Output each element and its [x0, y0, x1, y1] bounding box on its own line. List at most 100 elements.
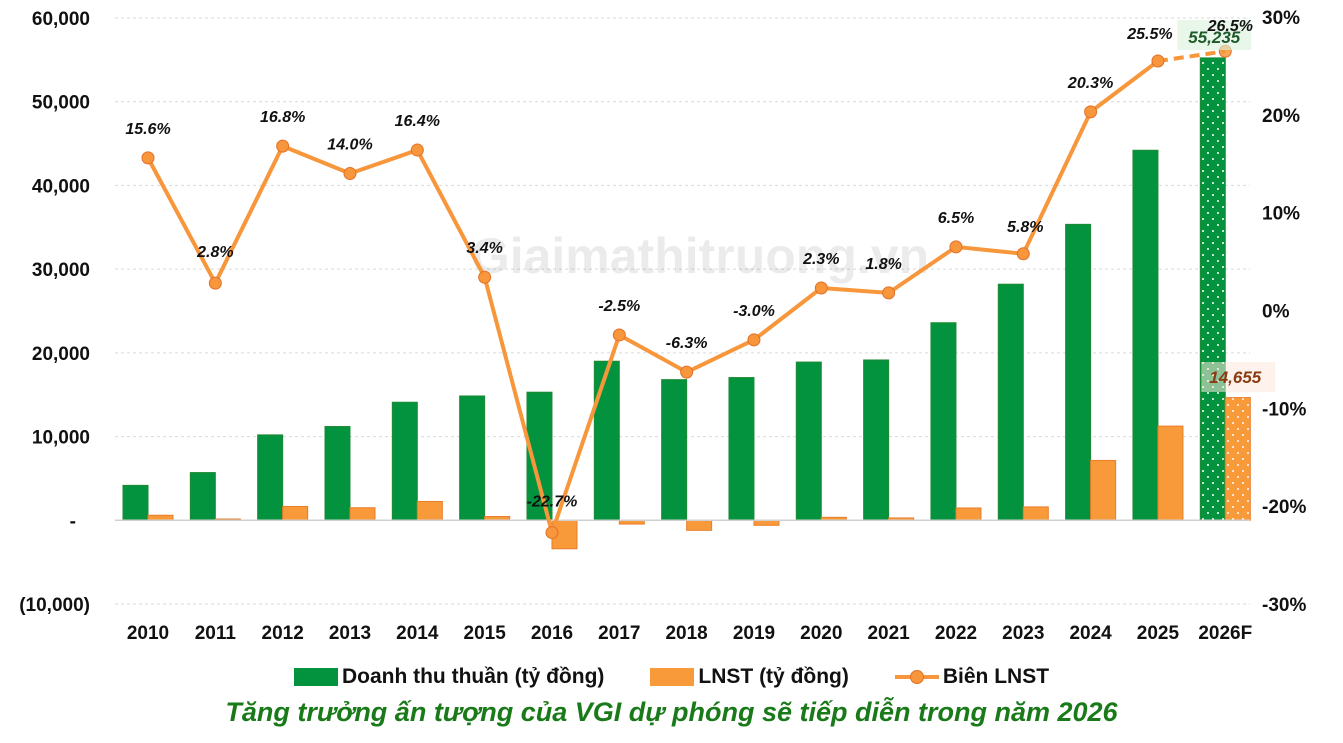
margin-data-label: 5.8%	[1007, 219, 1043, 236]
bar-revenue	[593, 360, 620, 521]
margin-point	[882, 286, 896, 300]
margin-data-label: 1.8%	[865, 256, 901, 273]
right-tick-label: -30%	[1262, 595, 1306, 616]
margin-point	[208, 276, 222, 290]
bar-profit	[349, 507, 376, 521]
bar-revenue	[391, 401, 418, 521]
left-axis: 60,000 50,000 40,000 30,000 20,000 10,000 - (10…	[19, 9, 90, 616]
bar-revenue	[863, 359, 890, 521]
margin-point	[276, 139, 290, 153]
bar-revenue	[1199, 57, 1226, 521]
x-tick-label: 2017	[598, 623, 640, 644]
legend-item-margin: Biên LNST	[894, 665, 1049, 689]
left-tick-label: 10,000	[32, 428, 90, 449]
legend-swatch-revenue	[293, 668, 338, 686]
x-tick-label: 2019	[733, 623, 775, 644]
margin-line-forecast	[1157, 49, 1226, 64]
bar-profit	[416, 500, 443, 521]
margin-data-label: 15.6%	[125, 121, 170, 138]
bar-revenue	[324, 426, 351, 521]
legend-item-profit: LNST (tỷ đồng)	[650, 665, 849, 689]
x-tick-label: 2012	[262, 623, 304, 644]
left-tick-label: 40,000	[32, 176, 90, 197]
legend-line-marker-icon	[894, 668, 939, 686]
right-axis: 30% 20% 10% 0% -10% -20% -30%	[1262, 8, 1306, 616]
forecast-revenue-label: 55,235	[1188, 28, 1241, 47]
bar-revenue	[459, 395, 486, 521]
bar-revenue	[728, 377, 755, 521]
margin-point	[747, 333, 761, 347]
x-axis: 2010 2011 2012 2013 2014 2015 2016 2017 2018 2019…	[127, 623, 1252, 644]
margin-data-label: -6.3%	[666, 335, 708, 352]
margin-point	[410, 143, 424, 157]
margin-data-label: 2.8%	[196, 244, 233, 261]
x-tick-label: 2026F	[1198, 623, 1252, 644]
x-tick-label: 2010	[127, 623, 169, 644]
x-tick-label: 2015	[464, 623, 507, 644]
margin-data-label: -2.5%	[598, 298, 640, 315]
left-tick-label: -	[70, 511, 76, 532]
legend-item-revenue: Doanh thu thuần (tỷ đồng)	[293, 665, 605, 689]
bar-profit	[147, 514, 174, 521]
bar-profit	[1157, 425, 1184, 521]
x-tick-label: 2013	[329, 623, 371, 644]
bar-revenue	[930, 322, 957, 521]
right-tick-label: 10%	[1262, 204, 1300, 225]
bar-revenue	[257, 434, 284, 521]
x-tick-label: 2020	[800, 623, 842, 644]
legend-swatch-profit	[650, 668, 695, 686]
data-labels: 55,235 14,655 15.6% 2.8% 16.8% 14.0% 16.4% 3.4%…	[125, 18, 1276, 511]
bar-profit	[955, 507, 982, 521]
bar-profit	[282, 505, 309, 521]
margin-data-label: 25.5%	[1126, 26, 1172, 43]
right-tick-label: 30%	[1262, 8, 1300, 29]
bar-profit	[1022, 506, 1049, 521]
bar-profit	[1090, 459, 1117, 521]
bar-revenue	[661, 379, 688, 521]
left-tick-label: (10,000)	[19, 595, 90, 616]
margin-point	[478, 270, 492, 284]
margin-point	[814, 281, 828, 295]
x-tick-label: 2018	[665, 623, 707, 644]
bar-revenue	[1132, 149, 1159, 521]
legend: Doanh thu thuần (tỷ đồng) LNST (tỷ đồng)…	[0, 660, 1343, 694]
x-tick-label: 2025	[1137, 623, 1180, 644]
bar-profit	[686, 519, 713, 531]
chart-caption: Tăng trưởng ấn tượng của VGI dự phóng sẽ…	[225, 697, 1118, 727]
forecast-revenue-label-box	[1177, 20, 1252, 50]
bar-revenue	[122, 484, 149, 521]
bar-revenue	[997, 283, 1024, 521]
x-tick-label: 2021	[867, 623, 910, 644]
x-tick-label: 2014	[396, 623, 439, 644]
margin-point	[1151, 54, 1165, 68]
margin-point	[545, 526, 559, 540]
margin-data-label: 14.0%	[327, 137, 372, 154]
bar-revenue	[795, 361, 822, 521]
margin-data-label: 26.5%	[1207, 18, 1253, 35]
bar-revenue	[1065, 223, 1092, 521]
bar-profit	[1224, 397, 1251, 521]
right-tick-label: -10%	[1262, 399, 1306, 420]
margin-point	[1084, 105, 1098, 119]
margin-point	[141, 151, 155, 165]
forecast-profit-label: 14,655	[1209, 368, 1262, 387]
x-tick-label: 2023	[1002, 623, 1044, 644]
x-tick-label: 2024	[1069, 623, 1112, 644]
margin-data-label: -3.0%	[733, 303, 775, 320]
x-tick-label: 2016	[531, 623, 573, 644]
margin-data-label: 16.8%	[260, 109, 305, 126]
right-tick-label: -20%	[1262, 497, 1306, 518]
right-tick-label: 0%	[1262, 302, 1290, 323]
left-tick-label: 30,000	[32, 260, 90, 281]
bar-revenue	[189, 472, 216, 521]
right-tick-label: 20%	[1262, 106, 1300, 127]
watermark: Giaimathitruong.vn	[471, 228, 929, 284]
margin-data-label: 3.4%	[466, 240, 502, 257]
margin-point	[612, 328, 626, 342]
margin-data-label: 16.4%	[395, 113, 440, 130]
margin-point	[949, 240, 963, 254]
legend-label-revenue: Doanh thu thuần (tỷ đồng)	[341, 665, 605, 688]
margin-data-label: 2.3%	[802, 251, 839, 268]
x-tick-label: 2022	[935, 623, 977, 644]
margin-data-label: -22.7%	[527, 494, 578, 511]
